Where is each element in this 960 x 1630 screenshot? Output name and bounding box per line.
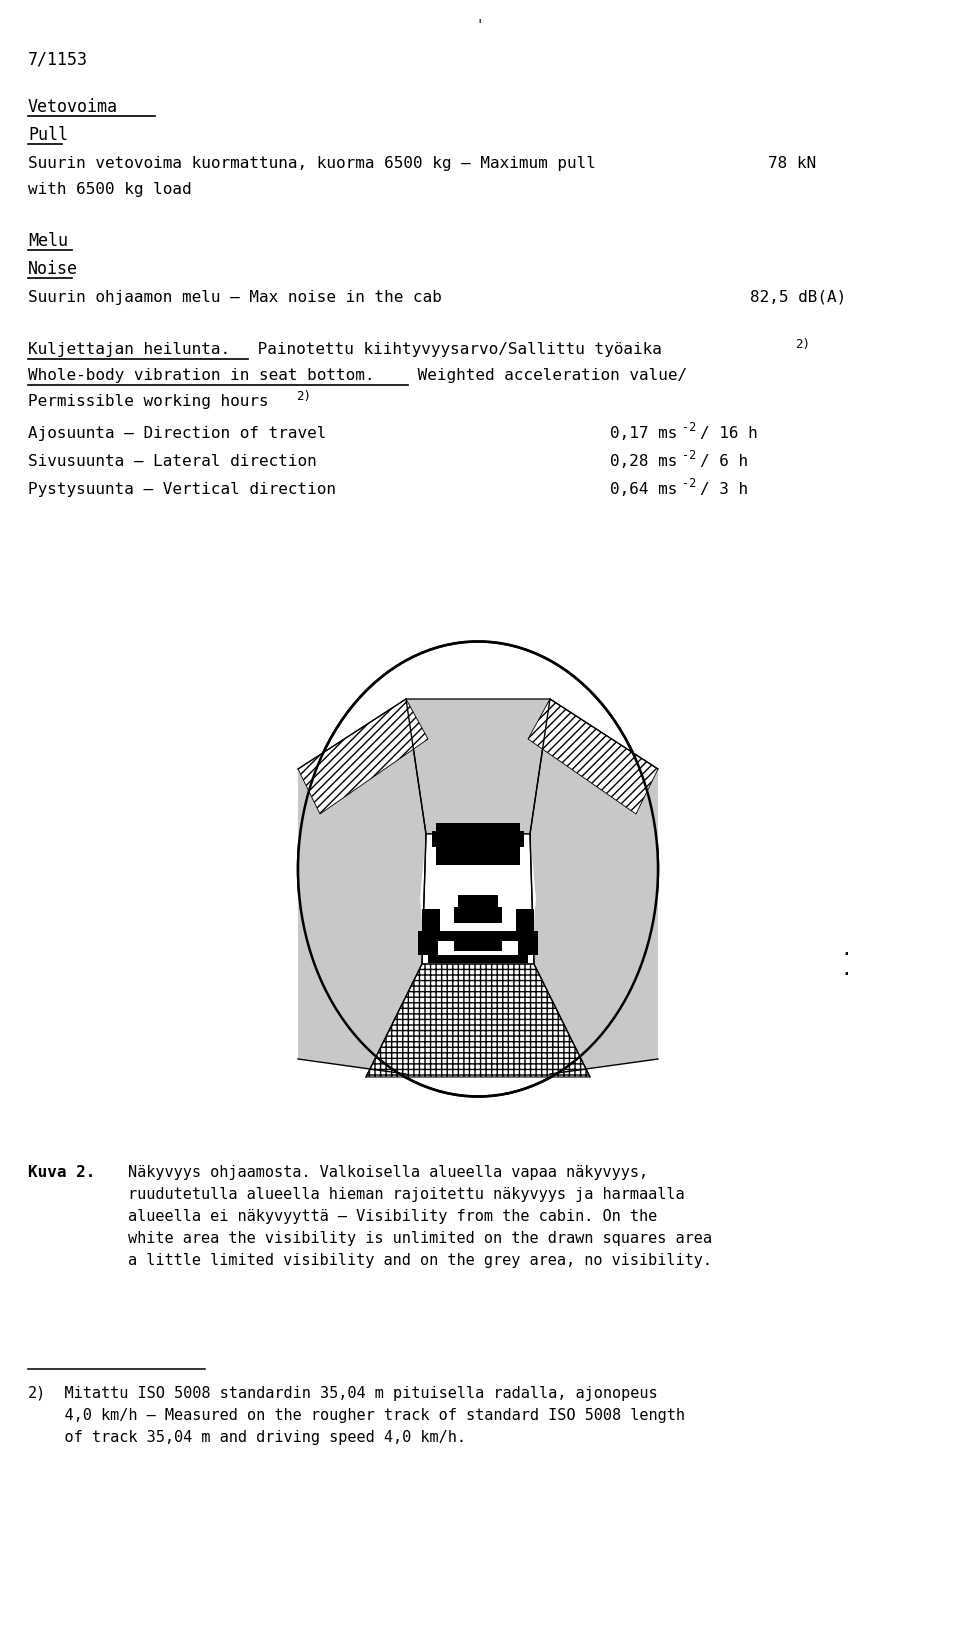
Bar — [458, 895, 498, 910]
Bar — [516, 910, 534, 939]
Text: ': ' — [476, 18, 484, 33]
Text: Mitattu ISO 5008 standardin 35,04 m pituisella radalla, ajonopeus: Mitattu ISO 5008 standardin 35,04 m pitu… — [28, 1386, 658, 1400]
Text: with 6500 kg load: with 6500 kg load — [28, 183, 192, 197]
Text: Sivusuunta – Lateral direction: Sivusuunta – Lateral direction — [28, 453, 317, 469]
Text: / 6 h: / 6 h — [700, 453, 748, 469]
Text: 7/1153: 7/1153 — [28, 51, 88, 68]
Bar — [518, 931, 538, 955]
Text: / 16 h: / 16 h — [700, 425, 757, 440]
Text: .: . — [840, 939, 852, 958]
Text: 0,28 ms: 0,28 ms — [610, 453, 678, 469]
Polygon shape — [298, 699, 428, 815]
Text: .: . — [840, 960, 852, 978]
Polygon shape — [406, 699, 550, 835]
Text: Whole-body vibration in seat bottom.: Whole-body vibration in seat bottom. — [28, 368, 374, 383]
Text: Noise: Noise — [28, 259, 78, 277]
Text: Suurin ohjaamon melu – Max noise in the cab: Suurin ohjaamon melu – Max noise in the … — [28, 290, 442, 305]
Text: 78 kN: 78 kN — [768, 156, 816, 171]
Text: 2): 2) — [296, 390, 311, 403]
Text: of track 35,04 m and driving speed 4,0 km/h.: of track 35,04 m and driving speed 4,0 k… — [28, 1430, 466, 1444]
Text: Pystysuunta – Vertical direction: Pystysuunta – Vertical direction — [28, 482, 336, 497]
Bar — [432, 831, 524, 848]
Text: Ajosuunta – Direction of travel: Ajosuunta – Direction of travel — [28, 425, 326, 440]
Text: 2): 2) — [795, 337, 810, 350]
Bar — [428, 955, 528, 963]
Polygon shape — [528, 699, 658, 815]
Text: a little limited visibility and on the grey area, no visibility.: a little limited visibility and on the g… — [128, 1252, 712, 1267]
Text: 2): 2) — [28, 1386, 46, 1400]
Bar — [454, 908, 502, 924]
Text: Permissible working hours: Permissible working hours — [28, 394, 269, 409]
Text: alueella ei näkyvyyttä – Visibility from the cabin. On the: alueella ei näkyvyyttä – Visibility from… — [128, 1208, 658, 1222]
Text: -2: -2 — [682, 421, 696, 434]
Ellipse shape — [298, 642, 658, 1097]
Bar — [418, 931, 438, 955]
Text: -2: -2 — [682, 448, 696, 461]
Text: Vetovoima: Vetovoima — [28, 98, 118, 116]
Polygon shape — [298, 699, 426, 1074]
Text: Painotettu kiihtyvyysarvo/Sallittu työaika: Painotettu kiihtyvyysarvo/Sallittu työai… — [248, 342, 661, 357]
Text: 0,64 ms: 0,64 ms — [610, 482, 678, 497]
Text: 0,17 ms: 0,17 ms — [610, 425, 678, 440]
Text: white area the visibility is unlimited on the drawn squares area: white area the visibility is unlimited o… — [128, 1231, 712, 1245]
Text: -2: -2 — [682, 476, 696, 489]
Text: 82,5 dB(A): 82,5 dB(A) — [750, 290, 847, 305]
Text: Weighted acceleration value/: Weighted acceleration value/ — [408, 368, 687, 383]
Text: Pull: Pull — [28, 126, 68, 143]
Text: 4,0 km/h – Measured on the rougher track of standard ISO 5008 length: 4,0 km/h – Measured on the rougher track… — [28, 1407, 685, 1421]
Text: Melu: Melu — [28, 231, 68, 249]
Text: Kuljettajan heilunta.: Kuljettajan heilunta. — [28, 342, 230, 357]
Bar — [428, 931, 528, 942]
Polygon shape — [530, 699, 658, 1074]
Text: Suurin vetovoima kuormattuna, kuorma 6500 kg – Maximum pull: Suurin vetovoima kuormattuna, kuorma 650… — [28, 156, 596, 171]
Bar — [422, 910, 440, 939]
Polygon shape — [422, 835, 534, 965]
Bar — [454, 931, 502, 952]
Polygon shape — [366, 965, 590, 1077]
Text: ruudutetulla alueella hieman rajoitettu näkyvyys ja harmaalla: ruudutetulla alueella hieman rajoitettu … — [128, 1187, 684, 1201]
Text: / 3 h: / 3 h — [700, 482, 748, 497]
Bar — [436, 823, 520, 866]
Text: Näkyvyys ohjaamosta. Valkoisella alueella vapaa näkyvyys,: Näkyvyys ohjaamosta. Valkoisella alueell… — [128, 1164, 648, 1178]
Text: Kuva 2.: Kuva 2. — [28, 1164, 95, 1178]
